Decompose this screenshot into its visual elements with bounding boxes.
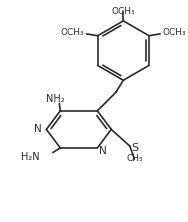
Text: CH₃: CH₃ — [126, 154, 143, 163]
Text: N: N — [34, 124, 42, 134]
Text: OCH₃: OCH₃ — [60, 28, 84, 37]
Text: S: S — [132, 143, 139, 153]
Text: OCH₃: OCH₃ — [111, 7, 135, 16]
Text: NH₂: NH₂ — [46, 94, 65, 104]
Text: OCH₃: OCH₃ — [163, 28, 186, 37]
Text: H₂N: H₂N — [21, 152, 40, 162]
Text: N: N — [99, 146, 107, 156]
